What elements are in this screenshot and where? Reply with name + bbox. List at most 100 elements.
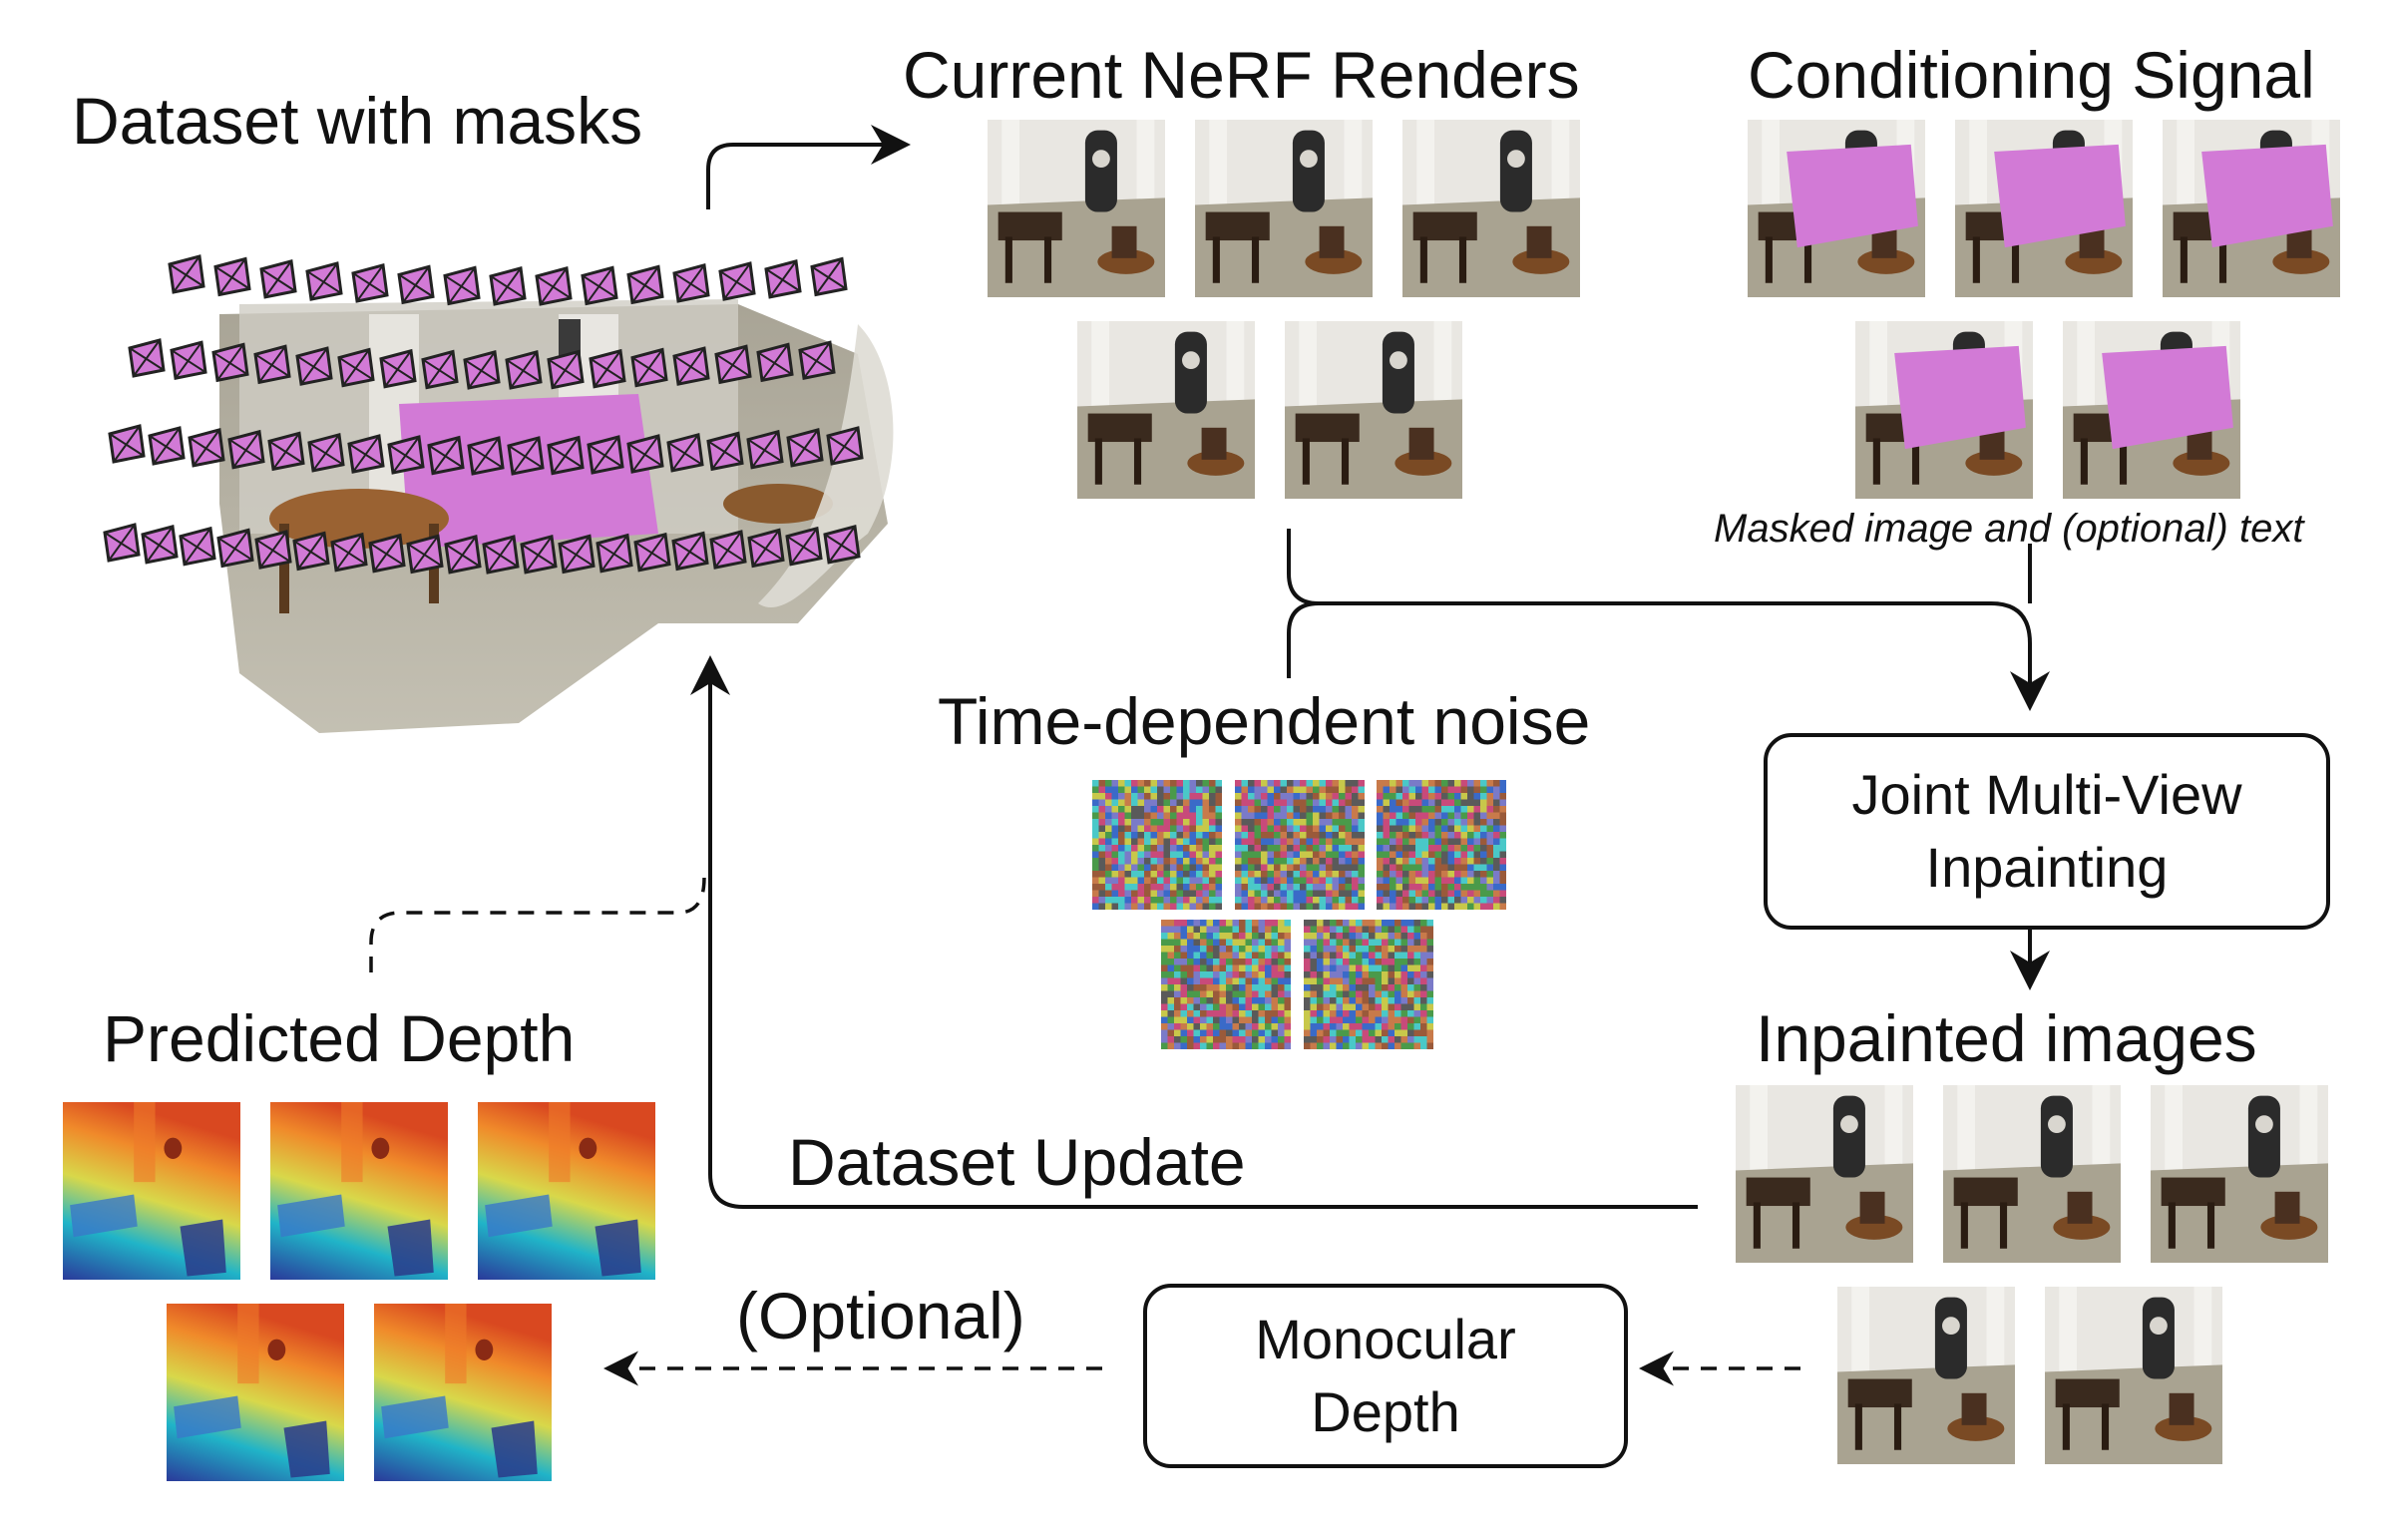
camera-frustum-lines [597, 535, 632, 573]
camera-frustum-lines [296, 347, 332, 385]
noise-thumbnail [1092, 780, 1222, 910]
noise-thumbnail [1235, 780, 1365, 910]
monocular-depth-box: Monocular Depth [1143, 1284, 1628, 1468]
camera-frustum-lines [536, 267, 572, 305]
camera-frustum-lines [388, 436, 424, 474]
camera-frustum-lines [338, 348, 374, 387]
noise-title: Time-dependent noise [938, 684, 1591, 758]
camera-frustum-lines [169, 255, 204, 293]
camera-frustum-lines [407, 535, 443, 573]
camera-frustum-lines [422, 350, 458, 389]
camera-frustum-lines [787, 429, 823, 467]
render-thumbnail [1195, 120, 1373, 297]
depth-thumbnail [270, 1102, 448, 1280]
camera-frustum-lines [490, 267, 526, 305]
renders-title: Current NeRF Renders [903, 38, 1580, 112]
camera-frustum-lines [109, 425, 145, 463]
camera-frustum-lines [631, 348, 667, 387]
camera-frustum-lines [799, 341, 835, 379]
camera-frustum-lines [352, 264, 388, 302]
camera-frustum-lines [217, 529, 253, 568]
camera-frustum-lines [757, 343, 793, 381]
inpainted-thumbnail [1837, 1287, 2015, 1464]
arrow-dataset-to-renders [706, 125, 911, 209]
camera-frustum-lines [506, 351, 542, 389]
camera-frustum-lines [428, 437, 464, 475]
camera-frustum-lines [672, 532, 708, 571]
render-thumbnail [1077, 321, 1255, 499]
line-noise-up [1287, 601, 1320, 678]
camera-frustum-lines [212, 343, 248, 381]
render-thumbnail [1402, 120, 1580, 297]
inpainted-thumbnail [1736, 1085, 1913, 1263]
depth-thumbnail [63, 1102, 240, 1280]
depth-thumbnail [374, 1304, 552, 1481]
dataset-title: Dataset with masks [72, 84, 643, 158]
masked-thumbnail [2163, 120, 2340, 297]
camera-frustum-lines [171, 341, 206, 379]
camera-frustum-lines [811, 257, 847, 296]
camera-frustum-lines [548, 437, 584, 475]
camera-frustum-lines [590, 350, 625, 388]
camera-frustum-lines [228, 431, 264, 469]
dataset-update-label: Dataset Update [788, 1125, 1246, 1199]
camera-frustum-lines [293, 532, 329, 571]
masked-thumbnail [1855, 321, 2033, 499]
mono-box-line1: Monocular [1255, 1307, 1516, 1370]
camera-frustum-lines [634, 534, 670, 572]
arrow-dataset-update [690, 655, 1698, 1209]
camera-frustum-lines [710, 531, 746, 569]
camera-frustum-lines [306, 262, 342, 300]
camera-frustum-lines [548, 350, 584, 389]
depth-thumbnail [167, 1304, 344, 1481]
camera-frustum-lines [667, 434, 703, 472]
camera-frustum-lines [189, 429, 224, 467]
camera-frustum-lines [719, 262, 755, 300]
optional-label: (Optional) [736, 1279, 1025, 1352]
camera-frustum-lines [627, 435, 663, 473]
inpainted-thumbnail [2045, 1287, 2222, 1464]
camera-frustum-lines [214, 257, 250, 296]
camera-frustum-lines [308, 434, 344, 472]
camera-frustum-lines [369, 535, 405, 573]
camera-frustum-lines [627, 265, 663, 303]
camera-frustum-lines [508, 437, 544, 475]
joint-box-line1: Joint Multi-View [1851, 762, 2242, 826]
camera-frustum-lines [180, 528, 215, 566]
camera-frustum-lines [588, 436, 623, 474]
camera-frustum-lines [129, 339, 165, 377]
camera-frustum-lines [260, 260, 296, 298]
camera-frustum-lines [149, 427, 185, 465]
camera-frustum-lines [707, 432, 743, 470]
camera-frustum-lines [142, 526, 178, 564]
camera-frustum-lines [747, 431, 783, 469]
camera-frustum-lines [673, 347, 709, 385]
camera-frustum-lines [398, 265, 434, 303]
camera-frustum-lines [827, 427, 863, 465]
camera-frustum-lines [331, 534, 367, 572]
camera-frustum-lines [104, 524, 140, 562]
render-thumbnail [1285, 321, 1462, 499]
noise-thumbnail [1304, 920, 1433, 1049]
inpainted-thumbnail [2151, 1085, 2328, 1263]
camera-frustum-lines [445, 536, 481, 574]
camera-frustum-lines [255, 531, 291, 569]
mono-box-line2: Depth [1311, 1379, 1460, 1443]
joint-box-line2: Inpainting [1925, 835, 2169, 899]
camera-frustum-lines [715, 345, 751, 383]
masked-thumbnail [1748, 120, 1925, 297]
camera-frustum-lines [673, 264, 709, 302]
camera-frustum-lines [380, 350, 416, 388]
camera-frustum-lines [748, 529, 784, 568]
masked-caption: Masked image and (optional) text [1714, 507, 2304, 551]
camera-frustum-lines [559, 535, 595, 573]
noise-thumbnail [1377, 780, 1506, 910]
camera-frustum-lines [468, 437, 504, 475]
camera-frustum-lines [348, 435, 384, 473]
masked-thumbnail [1955, 120, 2133, 297]
point-cloud-scene-with-cameras [103, 254, 894, 733]
camera-frustum-lines [824, 526, 860, 564]
camera-frustum-lines [765, 260, 801, 298]
inpainted-title: Inpainted images [1756, 1001, 2257, 1075]
